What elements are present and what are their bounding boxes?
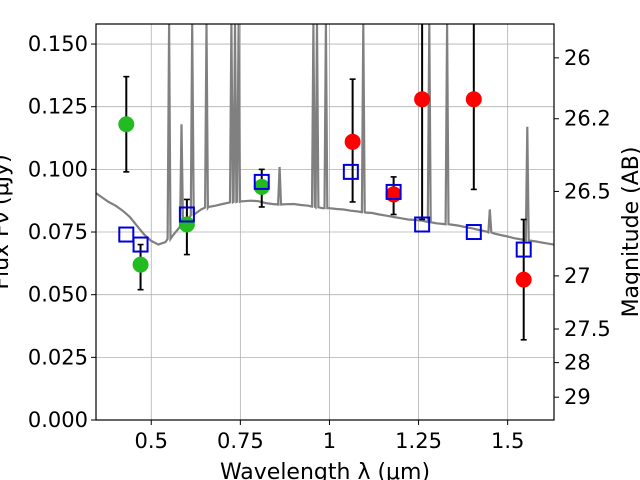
data-markers xyxy=(118,91,532,288)
y-tick-label: 0.075 xyxy=(28,220,88,244)
y-tick-label: 0.100 xyxy=(28,157,88,181)
red-point xyxy=(414,91,431,108)
x-axis-ticks: 0.5 0.75 1 1.25 1.5 xyxy=(135,420,524,453)
right-tick-label: 26.5 xyxy=(564,179,611,203)
red-point xyxy=(344,133,361,150)
right-axis-ticks: 26 26.2 26.5 27 27.5 28 29 xyxy=(554,46,611,409)
y-tick-label: 0.150 xyxy=(28,32,88,56)
right-tick-label: 29 xyxy=(564,385,591,409)
green-point xyxy=(132,256,149,273)
y-tick-label: 0.050 xyxy=(28,283,88,307)
blue-square xyxy=(253,173,270,190)
green-point xyxy=(178,216,195,233)
blue-square xyxy=(414,216,431,233)
x-tick-label: 0.5 xyxy=(135,429,168,453)
right-tick-label: 27 xyxy=(564,264,591,288)
red-point xyxy=(515,271,532,288)
blue-square xyxy=(342,163,359,180)
blue-square xyxy=(385,183,402,200)
y-tick-label: 0.025 xyxy=(28,345,88,369)
x-tick-label: 1.5 xyxy=(491,429,524,453)
x-tick-label: 1 xyxy=(323,429,336,453)
y-tick-label: 0.000 xyxy=(28,408,88,432)
right-tick-label: 26 xyxy=(564,46,591,70)
x-axis-label: Wavelength λ (μm) xyxy=(220,460,430,480)
blue-square xyxy=(515,241,532,258)
spectrum-path xyxy=(96,24,554,246)
plot-frame xyxy=(95,23,555,421)
x-tick-label: 1.25 xyxy=(395,429,442,453)
x-tick-label: 0.75 xyxy=(217,429,264,453)
blue-square xyxy=(132,236,149,253)
y-axis-ticks: 0.000 0.025 0.050 0.075 0.100 0.125 0.150 xyxy=(28,32,96,432)
red-point xyxy=(465,91,482,108)
green-point xyxy=(253,178,270,195)
green-point xyxy=(118,116,135,133)
y-axis-label: Flux Fν (μJy) xyxy=(0,154,14,289)
right-tick-label: 27.5 xyxy=(564,317,611,341)
blue-square xyxy=(118,226,135,243)
blue-square xyxy=(465,224,482,241)
y-tick-label: 0.125 xyxy=(28,95,88,119)
blue-square xyxy=(178,206,195,223)
right-tick-label: 26.2 xyxy=(564,107,611,131)
spectrum-line xyxy=(96,24,554,246)
right-tick-label: 28 xyxy=(564,351,591,375)
red-point xyxy=(385,186,402,203)
right-axis-label: Magnitude (AB) xyxy=(619,147,640,318)
